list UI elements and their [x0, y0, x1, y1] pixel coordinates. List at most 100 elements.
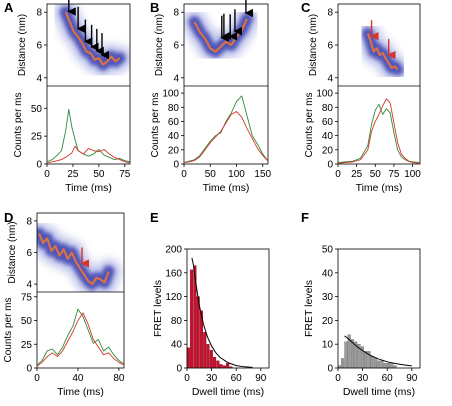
- panel-frame: [183, 3, 269, 165]
- y-tick-label-top: 6: [26, 248, 32, 259]
- y-tick-label-bottom: 25: [21, 340, 33, 351]
- ylabel-distance: Distance (nm): [154, 14, 165, 76]
- x-tick-label: 0: [184, 373, 190, 384]
- y-tick-label: 30: [322, 292, 334, 303]
- y-tick-label-bottom: 0: [36, 160, 42, 171]
- histogram-bar-7: [209, 349, 213, 369]
- ylabel-counts: Counts per ms: [150, 92, 161, 157]
- distance-trace: [64, 11, 121, 66]
- y-tick-label-bottom: 50: [31, 104, 43, 115]
- x-tick-label: 100: [404, 169, 421, 180]
- xlabel-time: Time (ms): [65, 182, 112, 194]
- x-tick-label: 0: [335, 169, 341, 180]
- panel-e: 0 40 80 120 160 200 0 30 60 90 Dwell time (ms) FRET…: [152, 245, 270, 398]
- ylabel-distance: Distance (nm): [17, 14, 28, 76]
- histogram-bar-15: [387, 363, 391, 369]
- counts-series-red: [36, 312, 125, 367]
- panel-label-f: F: [301, 210, 309, 225]
- xlabel-time: Time (ms): [203, 182, 250, 194]
- y-tick-label-bottom: 100: [316, 89, 333, 100]
- panel-frame: [337, 248, 421, 369]
- y-tick-label: 80: [171, 316, 183, 327]
- x-tick-label: 25: [67, 169, 79, 180]
- histogram-bar-1: [341, 358, 345, 369]
- histogram-bar-13: [380, 360, 384, 369]
- x-tick-label: 50: [93, 169, 105, 180]
- histogram-bar-1: [190, 269, 194, 369]
- x-tick-label: 0: [34, 373, 40, 384]
- histogram-bar-14: [383, 363, 387, 369]
- x-tick-label: 30: [206, 373, 218, 384]
- counts-series-green: [46, 108, 131, 163]
- ylabel-distance: Distance (nm): [7, 221, 18, 283]
- y-tick-label: 20: [322, 316, 334, 327]
- x-tick-label: 30: [357, 373, 369, 384]
- counts-series-green: [183, 95, 269, 164]
- histogram-bar-11: [373, 358, 377, 369]
- y-tick-label-bottom: 60: [168, 117, 180, 128]
- y-tick-label-top: 4: [173, 73, 179, 84]
- xlabel-dwell-time: Dwell time (ms): [192, 386, 264, 398]
- histogram-bar-2: [344, 341, 348, 369]
- panel-frame: [36, 212, 125, 369]
- y-tick-label: 40: [322, 268, 334, 279]
- y-tick-label-top: 4: [327, 73, 333, 84]
- exponential-fit-line: [191, 257, 253, 368]
- histogram-bar-8: [364, 351, 368, 369]
- y-tick-label: 160: [165, 268, 182, 279]
- ylabel-counts: Counts per ms: [3, 297, 14, 362]
- y-tick-label-bottom: 25: [31, 132, 43, 143]
- panel-label-c: C: [301, 0, 311, 15]
- y-tick-label: 10: [322, 340, 334, 351]
- x-tick-label: 0: [181, 169, 187, 180]
- ylabel-fret-levels: FRET levels: [152, 280, 164, 337]
- x-tick-label: 0: [335, 373, 341, 384]
- histogram-bar-3: [196, 296, 200, 369]
- x-tick-label: 75: [388, 169, 400, 180]
- panel-f: 0 10 20 30 40 50 0 30 60 90 Dwell time (ms) FRET le…: [303, 245, 421, 398]
- ylabel-fret-levels: FRET levels: [303, 280, 315, 337]
- x-tick-label: 0: [44, 169, 50, 180]
- y-tick-label-top: 8: [36, 8, 42, 19]
- y-tick-label-bottom: 40: [168, 131, 180, 142]
- x-tick-label: 75: [119, 169, 131, 180]
- histogram-bar-5: [203, 332, 207, 369]
- ylabel-counts: Counts per ms: [13, 92, 24, 157]
- y-tick-label-bottom: 0: [26, 364, 32, 375]
- y-tick-label-top: 6: [327, 41, 333, 52]
- xlabel-time: Time (ms): [356, 182, 403, 194]
- y-tick-label-bottom: 80: [168, 103, 180, 114]
- histogram-bar-0: [186, 347, 190, 369]
- histogram-bar-10: [370, 355, 374, 369]
- panel-d: 4 6 8 Distance (nm) 0 25 50 75 Counts per ms 0 40 8…: [3, 212, 125, 398]
- y-tick-label-bottom: 60: [322, 117, 334, 128]
- counts-series-red: [183, 111, 269, 164]
- x-tick-label: 50: [205, 169, 217, 180]
- counts-series-red: [337, 98, 421, 164]
- histogram-bar-16: [390, 363, 394, 369]
- distance-density-c: [354, 20, 411, 83]
- x-tick-label: 60: [231, 373, 243, 384]
- y-tick-label-bottom: 100: [162, 89, 179, 100]
- y-tick-label: 0: [176, 364, 182, 375]
- panel-frame: [186, 248, 270, 369]
- counts-series-green: [337, 103, 421, 164]
- x-tick-label: 60: [382, 373, 394, 384]
- histogram-bar-8: [213, 357, 217, 369]
- histogram-bar-10: [219, 364, 223, 369]
- x-tick-label: 90: [255, 373, 267, 384]
- y-tick-label-bottom: 80: [322, 103, 334, 114]
- x-tick-label: 50: [370, 169, 382, 180]
- y-tick-label-bottom: 0: [173, 160, 179, 171]
- y-tick-label-top: 4: [26, 280, 32, 291]
- y-tick-label: 120: [165, 292, 182, 303]
- histogram-bar-12: [226, 363, 230, 369]
- histogram-bar-12: [377, 360, 381, 369]
- y-tick-label: 0: [327, 364, 333, 375]
- counts-series-red: [46, 145, 131, 164]
- panel-label-b: B: [150, 0, 159, 15]
- y-tick-label-top: 4: [36, 73, 42, 84]
- x-tick-label: 80: [113, 373, 125, 384]
